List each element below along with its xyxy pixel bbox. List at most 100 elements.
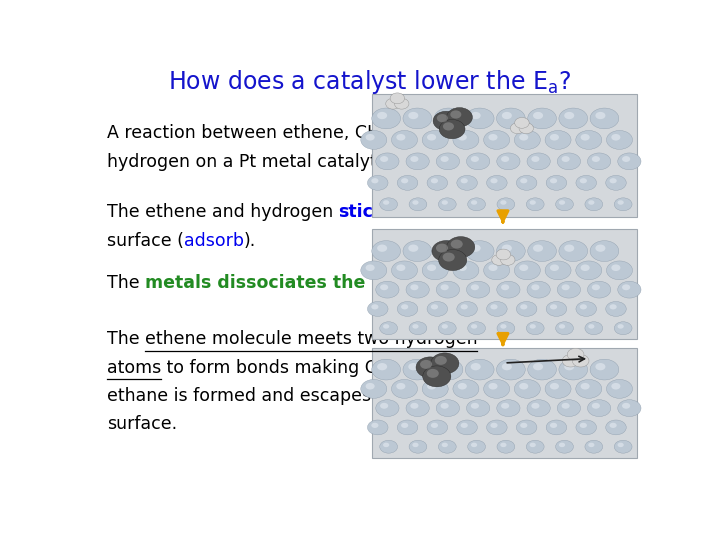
Ellipse shape	[408, 363, 418, 370]
Ellipse shape	[431, 353, 459, 374]
Text: surface.: surface.	[107, 415, 177, 433]
Ellipse shape	[427, 369, 438, 378]
Ellipse shape	[576, 176, 596, 190]
Ellipse shape	[490, 178, 498, 184]
Ellipse shape	[562, 355, 579, 367]
Ellipse shape	[403, 108, 432, 129]
Ellipse shape	[580, 265, 590, 271]
Ellipse shape	[585, 440, 603, 453]
Ellipse shape	[550, 423, 557, 428]
Ellipse shape	[618, 324, 624, 329]
Ellipse shape	[441, 403, 449, 409]
Ellipse shape	[441, 324, 448, 329]
Ellipse shape	[606, 420, 626, 435]
Ellipse shape	[500, 254, 515, 265]
Ellipse shape	[497, 400, 520, 416]
Ellipse shape	[366, 134, 374, 140]
Ellipse shape	[610, 178, 617, 184]
Ellipse shape	[559, 200, 565, 205]
Text: The: The	[107, 274, 145, 292]
Ellipse shape	[408, 245, 418, 252]
Text: to form bonds making CH: to form bonds making CH	[161, 359, 390, 376]
Ellipse shape	[580, 178, 587, 184]
Ellipse shape	[502, 363, 512, 370]
Ellipse shape	[497, 108, 526, 129]
Ellipse shape	[588, 400, 611, 416]
Ellipse shape	[377, 363, 387, 370]
Text: =CH: =CH	[389, 124, 428, 143]
Ellipse shape	[556, 322, 573, 335]
Ellipse shape	[546, 301, 567, 316]
Ellipse shape	[622, 156, 630, 162]
Ellipse shape	[487, 301, 507, 316]
Ellipse shape	[580, 383, 590, 389]
Ellipse shape	[514, 261, 540, 280]
Ellipse shape	[497, 198, 515, 211]
Ellipse shape	[515, 117, 529, 129]
Ellipse shape	[468, 322, 485, 335]
Ellipse shape	[434, 359, 463, 380]
Ellipse shape	[409, 198, 427, 211]
Ellipse shape	[520, 304, 527, 309]
Ellipse shape	[527, 281, 550, 298]
Ellipse shape	[443, 253, 455, 261]
Ellipse shape	[437, 114, 448, 122]
Ellipse shape	[392, 261, 418, 280]
Ellipse shape	[562, 403, 570, 409]
Ellipse shape	[550, 178, 557, 184]
Ellipse shape	[576, 261, 602, 280]
Ellipse shape	[614, 198, 632, 211]
Ellipse shape	[390, 93, 405, 104]
Ellipse shape	[564, 112, 575, 119]
Ellipse shape	[572, 355, 589, 367]
Ellipse shape	[530, 324, 536, 329]
Ellipse shape	[559, 241, 588, 261]
Ellipse shape	[383, 443, 390, 447]
Ellipse shape	[446, 237, 474, 258]
Ellipse shape	[372, 423, 379, 428]
Ellipse shape	[576, 420, 596, 435]
Ellipse shape	[490, 304, 498, 309]
Ellipse shape	[379, 440, 397, 453]
Ellipse shape	[622, 285, 630, 290]
Ellipse shape	[576, 301, 596, 316]
Ellipse shape	[427, 265, 436, 271]
Ellipse shape	[367, 301, 388, 316]
Ellipse shape	[567, 348, 584, 361]
Ellipse shape	[431, 178, 438, 184]
Ellipse shape	[588, 324, 595, 329]
Ellipse shape	[488, 134, 498, 140]
Text: adsorb: adsorb	[184, 232, 243, 249]
Ellipse shape	[564, 363, 575, 370]
Ellipse shape	[492, 254, 506, 265]
Ellipse shape	[386, 98, 400, 109]
Ellipse shape	[545, 131, 571, 150]
Ellipse shape	[564, 245, 575, 252]
Ellipse shape	[409, 322, 427, 335]
Ellipse shape	[592, 156, 600, 162]
Ellipse shape	[501, 285, 509, 290]
Ellipse shape	[528, 108, 557, 129]
Ellipse shape	[618, 443, 624, 447]
Ellipse shape	[439, 363, 449, 370]
Ellipse shape	[367, 420, 388, 435]
Ellipse shape	[401, 304, 408, 309]
Ellipse shape	[367, 176, 388, 190]
Ellipse shape	[413, 324, 418, 329]
Ellipse shape	[519, 265, 528, 271]
Ellipse shape	[606, 301, 626, 316]
Ellipse shape	[502, 112, 512, 119]
Ellipse shape	[557, 153, 580, 170]
Ellipse shape	[465, 241, 494, 261]
Ellipse shape	[451, 240, 463, 248]
Ellipse shape	[590, 108, 618, 129]
Ellipse shape	[376, 281, 399, 298]
Ellipse shape	[427, 301, 448, 316]
Ellipse shape	[406, 281, 429, 298]
Ellipse shape	[377, 112, 387, 119]
Ellipse shape	[531, 156, 539, 162]
Ellipse shape	[397, 176, 418, 190]
Ellipse shape	[590, 359, 618, 380]
Ellipse shape	[545, 261, 571, 280]
Ellipse shape	[434, 108, 463, 129]
